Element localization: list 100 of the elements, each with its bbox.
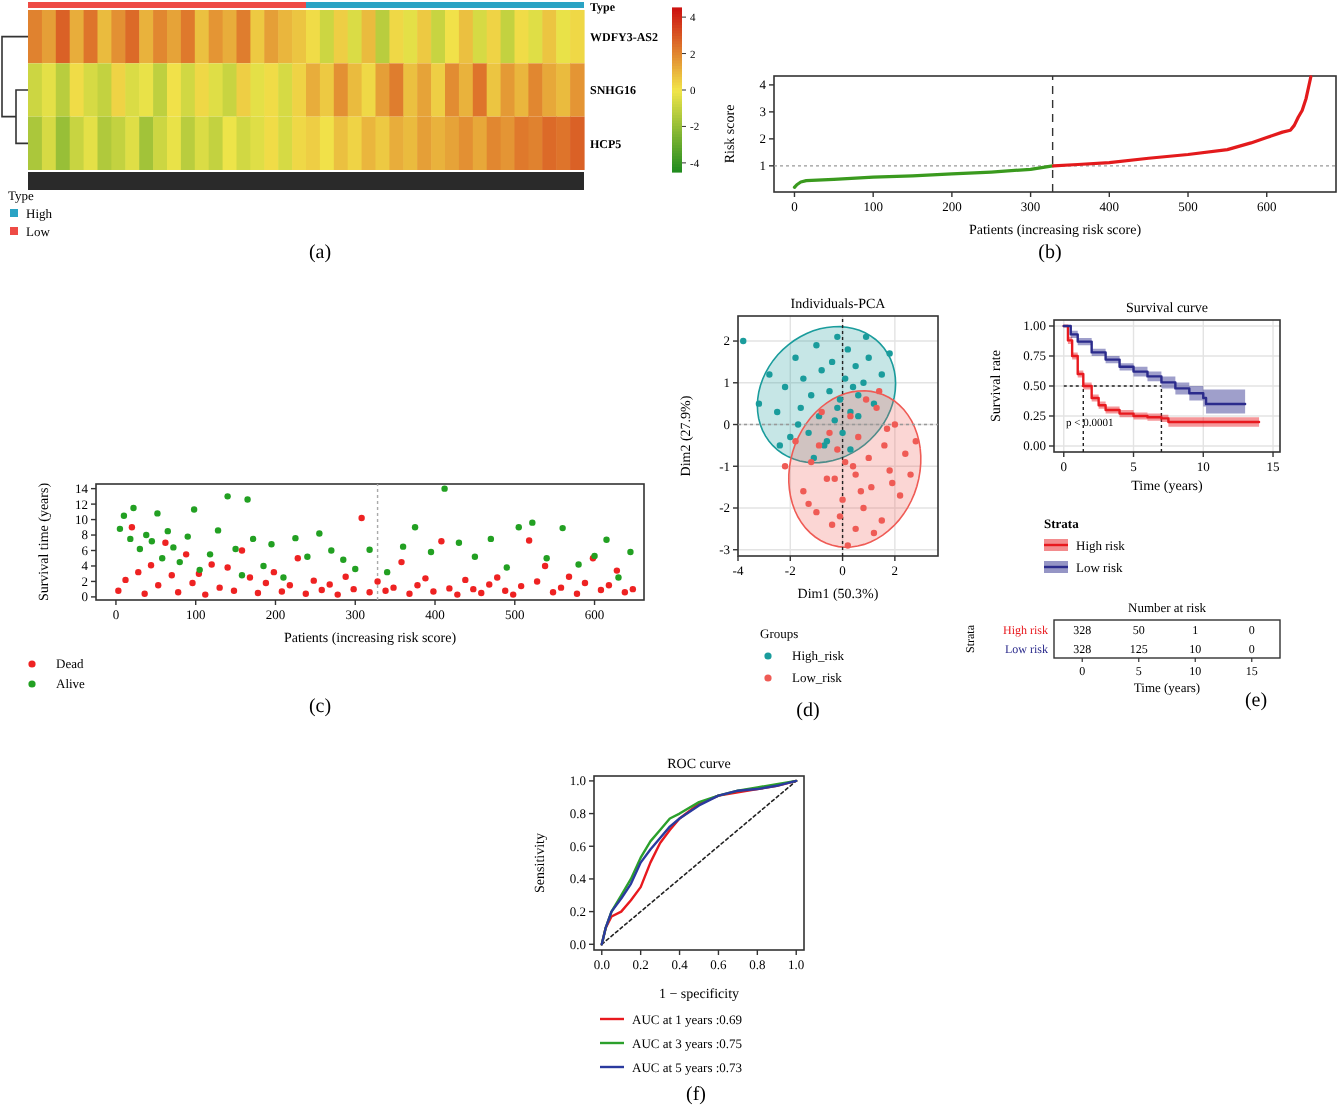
point bbox=[787, 433, 794, 441]
point bbox=[849, 383, 857, 391]
text: (c) bbox=[308, 696, 332, 718]
point bbox=[873, 404, 880, 412]
point bbox=[836, 513, 844, 520]
point bbox=[176, 558, 183, 566]
point bbox=[907, 471, 914, 478]
point bbox=[862, 333, 870, 341]
point bbox=[836, 396, 844, 403]
point bbox=[781, 383, 789, 391]
point bbox=[815, 442, 823, 449]
point bbox=[805, 429, 812, 437]
point bbox=[776, 442, 784, 449]
point bbox=[774, 408, 781, 416]
point bbox=[543, 555, 550, 562]
point bbox=[902, 450, 909, 457]
point bbox=[896, 492, 904, 499]
point bbox=[852, 471, 859, 478]
point bbox=[366, 546, 373, 553]
point bbox=[870, 529, 878, 537]
point bbox=[515, 524, 522, 531]
line-series bbox=[1051, 75, 1313, 168]
point bbox=[826, 429, 833, 437]
point bbox=[411, 524, 419, 531]
point bbox=[427, 548, 435, 556]
point bbox=[328, 547, 335, 554]
point bbox=[766, 371, 773, 378]
point bbox=[224, 493, 231, 500]
point bbox=[316, 530, 323, 537]
point bbox=[886, 350, 893, 357]
point bbox=[891, 421, 899, 428]
point bbox=[855, 412, 862, 420]
point bbox=[615, 574, 622, 581]
point bbox=[800, 375, 807, 382]
point bbox=[834, 446, 841, 453]
point bbox=[116, 525, 124, 533]
point bbox=[755, 400, 763, 407]
point bbox=[847, 446, 854, 453]
point bbox=[828, 521, 836, 528]
point bbox=[868, 483, 875, 491]
point bbox=[800, 488, 807, 495]
point bbox=[184, 533, 191, 540]
point bbox=[834, 404, 841, 412]
point bbox=[826, 387, 833, 395]
point bbox=[143, 531, 150, 539]
point bbox=[487, 535, 495, 543]
point bbox=[244, 496, 251, 503]
point bbox=[292, 534, 299, 542]
point bbox=[878, 371, 885, 378]
point bbox=[280, 574, 287, 581]
point bbox=[797, 404, 804, 412]
point bbox=[852, 362, 859, 370]
point bbox=[875, 387, 883, 395]
point bbox=[503, 564, 510, 571]
point bbox=[855, 392, 862, 399]
text: (b) bbox=[1038, 242, 1062, 264]
point bbox=[268, 541, 275, 548]
point bbox=[834, 333, 841, 341]
text: (f) bbox=[686, 1084, 706, 1106]
point bbox=[889, 479, 896, 487]
point bbox=[823, 475, 831, 482]
point bbox=[865, 354, 872, 361]
point bbox=[740, 337, 747, 345]
line-series bbox=[792, 164, 1055, 190]
text: (a) bbox=[308, 242, 332, 264]
point bbox=[912, 438, 919, 445]
point bbox=[841, 375, 849, 382]
point bbox=[857, 488, 865, 495]
point bbox=[818, 367, 825, 374]
point bbox=[841, 458, 849, 466]
point bbox=[214, 527, 222, 534]
text: (e) bbox=[1244, 690, 1268, 712]
point bbox=[471, 553, 479, 560]
point bbox=[627, 548, 634, 556]
point bbox=[249, 535, 257, 543]
point bbox=[805, 500, 812, 508]
text: (d) bbox=[796, 700, 820, 722]
point bbox=[120, 512, 128, 519]
point bbox=[860, 504, 867, 512]
point bbox=[340, 556, 347, 563]
point bbox=[883, 425, 891, 432]
point bbox=[260, 562, 267, 570]
point bbox=[813, 508, 820, 516]
point bbox=[862, 396, 870, 403]
point bbox=[844, 542, 851, 549]
point bbox=[839, 429, 846, 437]
point bbox=[855, 433, 862, 441]
point bbox=[794, 421, 802, 428]
point bbox=[831, 475, 838, 482]
point bbox=[808, 392, 815, 399]
point bbox=[159, 555, 166, 562]
point bbox=[886, 467, 893, 474]
point bbox=[575, 561, 582, 568]
point bbox=[878, 517, 885, 524]
point bbox=[148, 538, 156, 545]
point bbox=[839, 496, 846, 503]
point bbox=[603, 536, 610, 543]
point bbox=[170, 544, 177, 551]
point bbox=[870, 400, 878, 407]
point bbox=[860, 379, 867, 386]
